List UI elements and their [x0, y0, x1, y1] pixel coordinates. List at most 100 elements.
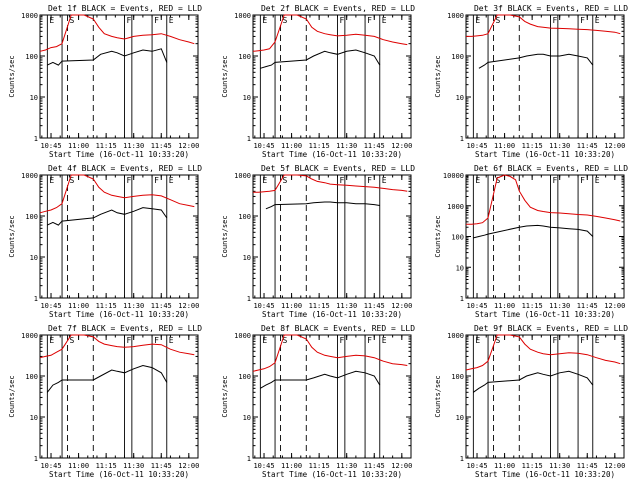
- time-marker-label: F: [580, 336, 585, 345]
- x-tick-label: 11:30: [549, 462, 570, 470]
- x-tick-label: 11:45: [364, 462, 385, 470]
- time-marker-label: E: [169, 16, 174, 25]
- y-tick-label: 100: [25, 373, 38, 381]
- y-tick-label: 100: [25, 213, 38, 221]
- x-tick-label: 11:15: [96, 142, 117, 150]
- series-events-line: [47, 48, 168, 66]
- x-tick-label: 10:45: [466, 462, 487, 470]
- y-tick-label: 1000: [21, 332, 38, 340]
- time-marker-label: E: [382, 176, 387, 185]
- plot-frame: [252, 174, 412, 299]
- y-axis-label: Counts/sec: [221, 375, 229, 417]
- x-tick-label: 12:00: [178, 462, 199, 470]
- series-lld-line: [39, 14, 195, 52]
- y-axis-label: Counts/sec: [434, 55, 442, 97]
- x-axis-label: Start Time (16-Oct-11 10:33:20): [475, 150, 615, 159]
- x-axis-label: Start Time (16-Oct-11 10:33:20): [262, 310, 402, 319]
- y-tick-label: 1: [247, 135, 251, 143]
- x-tick-label: 11:00: [281, 462, 302, 470]
- y-axis-label: Counts/sec: [8, 215, 16, 257]
- x-axis-label: Start Time (16-Oct-11 10:33:20): [49, 310, 189, 319]
- y-axis-label: Counts/sec: [8, 375, 16, 417]
- x-tick-label: 11:45: [151, 462, 172, 470]
- time-marker-label: S: [496, 336, 501, 345]
- time-marker-label: F: [340, 16, 345, 25]
- y-tick-label: 10: [30, 94, 38, 102]
- y-tick-label: 10: [243, 94, 251, 102]
- time-marker-label: S: [70, 336, 75, 345]
- x-tick-label: 11:30: [123, 142, 144, 150]
- series-events-line: [478, 53, 594, 69]
- x-tick-label: 11:45: [364, 142, 385, 150]
- y-tick-label: 10000: [443, 172, 464, 180]
- time-marker-label: E: [475, 336, 480, 345]
- y-tick-label: 1000: [447, 12, 464, 20]
- series-events-line: [473, 224, 594, 239]
- y-tick-label: 10: [30, 414, 38, 422]
- time-marker-label: S: [496, 16, 501, 25]
- series-lld-line: [466, 14, 621, 37]
- time-marker-label: F: [340, 176, 345, 185]
- plot-frame: [465, 174, 625, 299]
- x-tick-label: 11:00: [68, 142, 89, 150]
- x-tick-label: 10:45: [466, 302, 487, 310]
- series-events-line: [46, 364, 168, 393]
- y-tick-label: 10: [243, 254, 251, 262]
- chart-panel-7: Det 7f BLACK = Events, RED = LLD 1 10 100 10…: [8, 324, 202, 479]
- y-tick-label: 100: [451, 234, 464, 242]
- y-tick-label: 1000: [234, 12, 251, 20]
- x-tick-label: 11:45: [577, 302, 598, 310]
- time-marker-label: S: [283, 16, 288, 25]
- x-tick-label: 11:45: [364, 302, 385, 310]
- chart-panel-9: Det 9f BLACK = Events, RED = LLD 1 10 100 10…: [434, 324, 628, 479]
- time-marker-label: F: [553, 336, 558, 345]
- x-axis-label: Start Time (16-Oct-11 10:33:20): [49, 470, 189, 479]
- chart-panel-6: Det 6f BLACK = Events, RED = LLD 1 10 100 10…: [434, 164, 628, 319]
- time-marker-label: F: [553, 16, 558, 25]
- chart-panel-1: Det 1f BLACK = Events, RED = LLD 1 10 100 10…: [8, 4, 202, 159]
- x-tick-label: 11:30: [549, 142, 570, 150]
- x-tick-label: 10:45: [466, 142, 487, 150]
- x-tick-label: 11:45: [577, 462, 598, 470]
- plot-frame: [252, 14, 412, 139]
- plot-frame: [39, 14, 199, 139]
- time-marker-label: F: [154, 16, 159, 25]
- x-tick-label: 10:45: [253, 462, 274, 470]
- x-tick-label: 12:00: [178, 302, 199, 310]
- chart-panel-5: Det 5f BLACK = Events, RED = LLD 1 10 100 10…: [221, 164, 415, 319]
- time-marker-label: E: [49, 16, 54, 25]
- plot-frame: [252, 334, 412, 459]
- y-tick-label: 1000: [21, 12, 38, 20]
- y-tick-label: 100: [238, 213, 251, 221]
- x-tick-label: 11:00: [281, 142, 302, 150]
- time-marker-label: F: [127, 336, 132, 345]
- x-tick-label: 10:45: [40, 462, 61, 470]
- y-tick-label: 10: [30, 254, 38, 262]
- y-axis-label: Counts/sec: [434, 375, 442, 417]
- x-tick-label: 11:30: [336, 462, 357, 470]
- chart-panel-3: Det 3f BLACK = Events, RED = LLD 1 10 100 10…: [434, 4, 628, 159]
- y-tick-label: 1000: [447, 203, 464, 211]
- series-events-line: [260, 49, 381, 69]
- series-lld-line: [39, 334, 195, 359]
- x-tick-label: 11:30: [123, 302, 144, 310]
- y-tick-label: 1: [247, 295, 251, 303]
- y-axis-label: Counts/sec: [221, 55, 229, 97]
- x-axis-label: Start Time (16-Oct-11 10:33:20): [475, 470, 615, 479]
- x-axis-label: Start Time (16-Oct-11 10:33:20): [49, 150, 189, 159]
- time-marker-label: E: [475, 16, 480, 25]
- chart-title: Det 1f BLACK = Events, RED = LLD: [48, 4, 202, 13]
- time-marker-label: E: [595, 16, 600, 25]
- time-marker-label: E: [262, 16, 267, 25]
- series-events-line: [265, 201, 380, 210]
- time-marker-label: F: [127, 176, 132, 185]
- y-tick-label: 10: [456, 414, 464, 422]
- time-marker-label: F: [367, 16, 372, 25]
- y-tick-label: 100: [451, 53, 464, 61]
- x-axis-label: Start Time (16-Oct-11 10:33:20): [262, 150, 402, 159]
- time-marker-label: F: [154, 176, 159, 185]
- x-tick-label: 11:30: [123, 462, 144, 470]
- time-marker-label: E: [382, 336, 387, 345]
- x-tick-label: 11:45: [577, 142, 598, 150]
- series-lld-line: [39, 174, 195, 214]
